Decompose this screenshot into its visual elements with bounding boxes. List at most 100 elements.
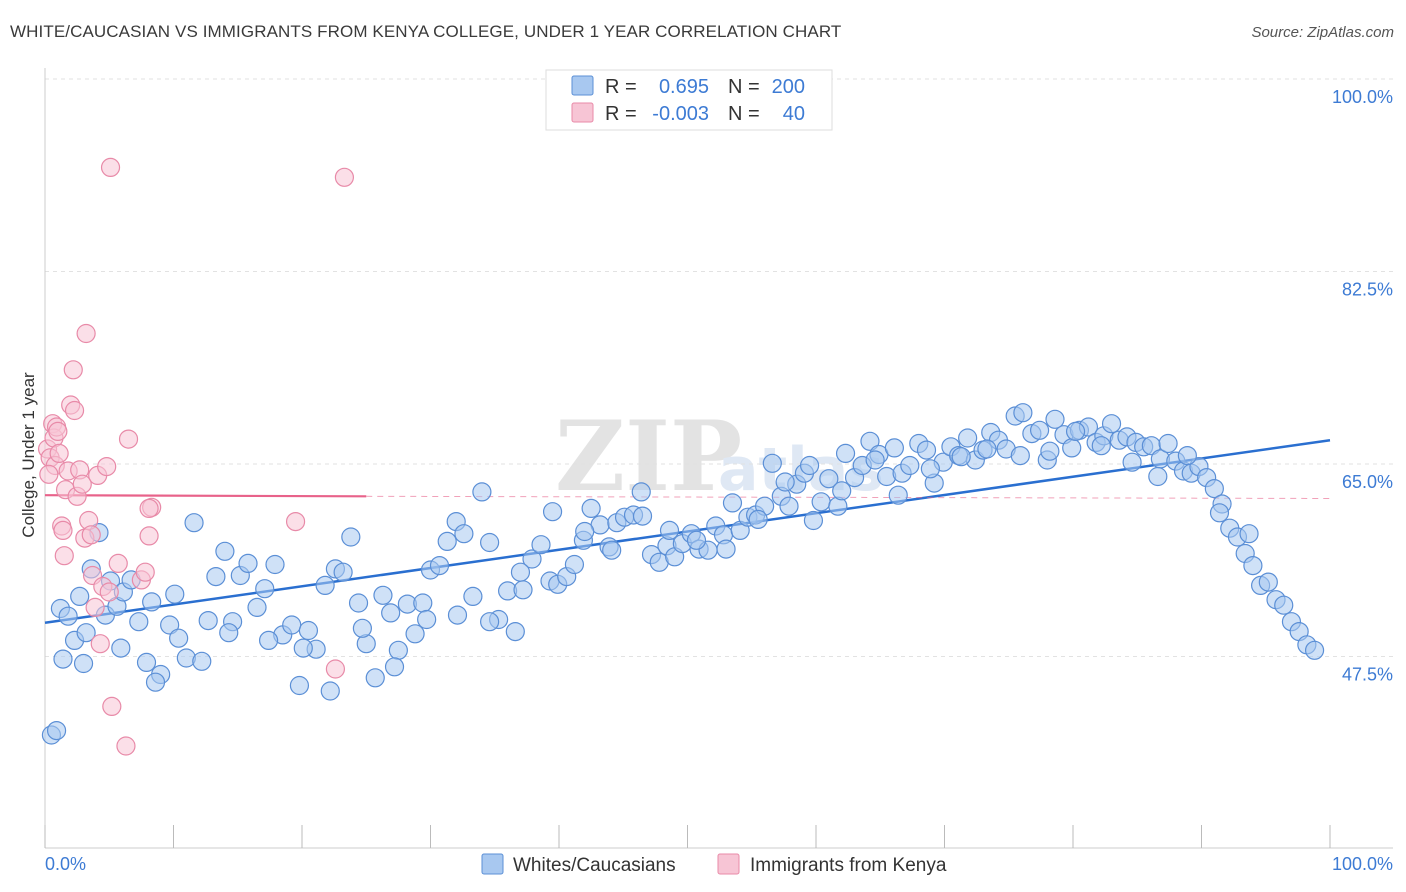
x-tick-label-min: 0.0% xyxy=(45,854,86,874)
kenya-point xyxy=(72,474,92,494)
source-label: Source: ZipAtlas.com xyxy=(1251,24,1394,41)
whites-point xyxy=(900,455,920,476)
kenya-point xyxy=(85,597,105,618)
whites-point xyxy=(659,520,680,541)
kenya-point xyxy=(100,157,121,177)
kenya-point xyxy=(139,498,159,518)
y-tick-label: 100.0% xyxy=(1332,87,1393,107)
whites-point xyxy=(160,615,180,635)
whites-point xyxy=(472,482,492,502)
whites-point xyxy=(184,513,204,533)
whites-point xyxy=(165,584,185,604)
whites-point xyxy=(192,651,212,671)
whites-point xyxy=(1122,452,1142,472)
whites-point xyxy=(447,605,468,625)
whites-point xyxy=(958,428,978,448)
whites-point xyxy=(70,586,90,607)
kenya-point xyxy=(118,429,139,449)
whites-point xyxy=(480,532,500,553)
whites-point xyxy=(58,606,78,626)
whites-point xyxy=(480,612,500,632)
y-tick-label: 47.5% xyxy=(1342,665,1393,685)
whites-point xyxy=(1148,466,1168,487)
whites-point xyxy=(76,623,96,643)
whites-point xyxy=(1158,433,1178,454)
whites-point xyxy=(716,539,736,559)
kenya-point xyxy=(285,511,306,532)
whites-point xyxy=(289,675,310,696)
whites-point xyxy=(1177,446,1197,466)
whites-point xyxy=(365,668,385,688)
legend-swatch-pink xyxy=(571,102,594,123)
kenya-trend-line-extension xyxy=(366,495,1331,499)
kenya-point xyxy=(334,167,355,187)
whites-point xyxy=(206,566,226,587)
whites-point xyxy=(799,455,820,476)
whites-point xyxy=(775,472,795,492)
whites-point xyxy=(129,612,149,632)
whites-point xyxy=(405,624,425,644)
whites-point xyxy=(1013,403,1033,423)
whites-point xyxy=(779,496,799,516)
bottom-legend-swatch-blue xyxy=(481,853,504,875)
bottom-legend-swatch-pink xyxy=(717,853,740,875)
whites-point xyxy=(1274,595,1294,615)
whites-point xyxy=(877,466,897,487)
whites-point xyxy=(145,672,166,692)
kenya-point xyxy=(53,520,73,541)
whites-point xyxy=(373,585,393,605)
kenya-point xyxy=(97,457,117,477)
bottom-legend-label-whites: Whites/Caucasians xyxy=(513,855,676,876)
whites-point xyxy=(762,453,782,473)
whites-point xyxy=(417,609,437,630)
whites-point xyxy=(835,443,856,463)
legend-box: R = 0.695 N = 200 R = -0.003 N = 40 xyxy=(545,69,833,131)
bottom-legend: Whites/Caucasians Immigrants from Kenya xyxy=(481,853,947,876)
whites-point xyxy=(1209,503,1230,523)
whites-point xyxy=(748,509,768,530)
whites-point xyxy=(320,681,340,701)
whites-point xyxy=(384,657,405,677)
whites-point xyxy=(53,649,73,669)
whites-point xyxy=(265,554,285,575)
kenya-point xyxy=(48,421,68,441)
kenya-point xyxy=(99,582,119,602)
legend-swatch-blue xyxy=(571,75,594,96)
whites-point xyxy=(176,648,196,668)
whites-point xyxy=(348,593,369,613)
kenya-point xyxy=(64,400,85,421)
kenya-point xyxy=(81,525,101,545)
whites-point xyxy=(46,720,67,741)
whites-point xyxy=(1029,420,1050,440)
whites-point xyxy=(463,586,483,607)
whites-point xyxy=(142,592,162,612)
whites-point xyxy=(238,553,258,574)
whites-point xyxy=(977,439,997,459)
whites-point xyxy=(510,562,531,582)
whites-point xyxy=(381,603,401,623)
whites-point xyxy=(255,579,275,599)
legend-r-label: R = xyxy=(605,76,637,98)
y-tick-label: 82.5% xyxy=(1342,280,1393,300)
whites-point xyxy=(73,653,94,674)
chart-title: WHITE/CAUCASIAN VS IMMIGRANTS FROM KENYA… xyxy=(10,22,842,41)
whites-point xyxy=(352,618,372,638)
whites-point xyxy=(631,482,651,502)
whites-point xyxy=(169,628,189,648)
kenya-point xyxy=(63,360,83,380)
whites-point xyxy=(920,459,940,479)
legend-r-label: R = xyxy=(605,103,637,125)
kenya-point xyxy=(39,464,59,484)
legend-r-value: -0.003 xyxy=(652,103,709,125)
legend-n-value: 40 xyxy=(783,103,805,125)
kenya-point xyxy=(90,634,110,654)
whites-point xyxy=(722,493,743,513)
kenya-trend-line xyxy=(44,494,367,498)
kenya-point xyxy=(54,546,74,566)
whites-point xyxy=(811,492,831,512)
kenya-point xyxy=(116,736,136,756)
kenya-point xyxy=(108,553,128,574)
legend-n-value: 200 xyxy=(772,76,805,98)
whites-point xyxy=(1243,555,1263,576)
